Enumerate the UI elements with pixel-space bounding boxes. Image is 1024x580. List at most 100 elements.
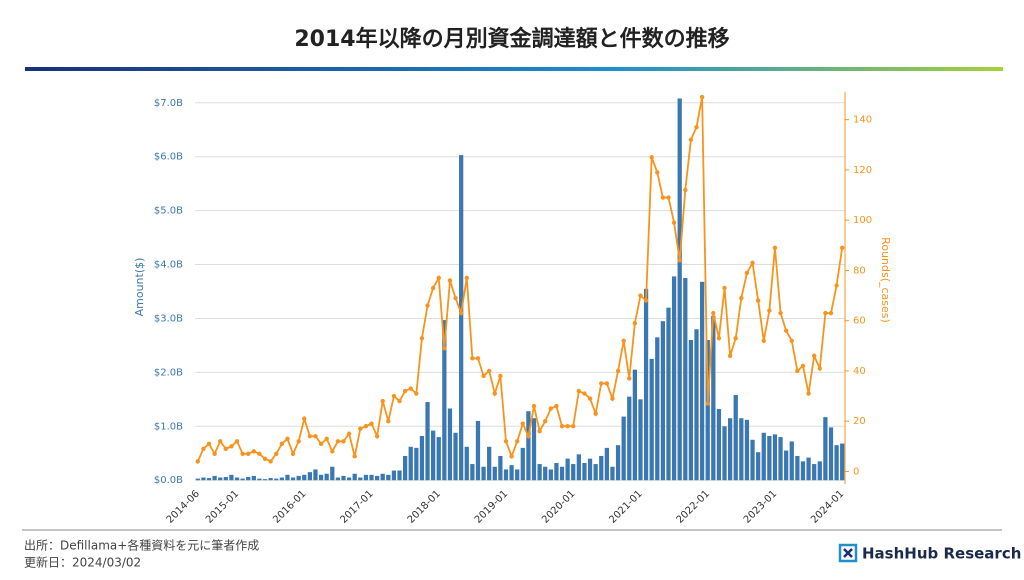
bar (694, 329, 699, 481)
line-point (285, 436, 290, 441)
line-point (727, 353, 733, 359)
line-point (386, 418, 391, 424)
line-point (795, 368, 800, 374)
x-tick-label: 2018-01 (406, 488, 443, 525)
line-point (223, 446, 229, 452)
line-point (828, 310, 834, 316)
line-point (430, 285, 436, 291)
line-point (391, 393, 397, 399)
line-point (548, 406, 554, 411)
bar (341, 475, 346, 481)
bar (206, 478, 212, 481)
line-point (229, 444, 234, 449)
line-point (655, 170, 660, 175)
x-tick-label: 2020-01 (540, 488, 577, 525)
bar (195, 478, 200, 481)
line-point (839, 245, 845, 250)
line-point (436, 275, 441, 281)
bar (374, 475, 380, 481)
x-tick-label: 2024-01 (809, 488, 846, 525)
bar (739, 418, 744, 481)
line-point (274, 451, 279, 457)
bar (526, 411, 531, 481)
line-point (195, 459, 201, 464)
bar (677, 98, 682, 481)
bar (234, 477, 240, 481)
bar (296, 475, 301, 481)
line-point (514, 439, 520, 444)
line-point (257, 451, 262, 457)
y2-axis-label: Rounds(_cases) (879, 237, 892, 323)
bar (610, 466, 615, 481)
line-point (660, 195, 666, 200)
bar (358, 477, 363, 481)
bar (565, 458, 570, 481)
bar (425, 402, 430, 481)
bar (615, 445, 621, 481)
chart-title: 2014年以降の月別資金調達額と件数の推移 (294, 26, 729, 52)
x-tick-label: 2019-01 (473, 488, 510, 525)
line-point (363, 424, 369, 429)
line-point (307, 434, 313, 439)
y-tick-label: $1.0B (154, 421, 183, 432)
line-point (458, 310, 464, 316)
bar (509, 465, 514, 481)
line-point (335, 439, 341, 444)
bar (302, 474, 307, 481)
bar (498, 455, 503, 481)
line-point (733, 336, 738, 341)
line-point (296, 439, 301, 444)
bar (470, 464, 475, 481)
line-point (834, 283, 839, 288)
y-tick-label: $7.0B (154, 98, 183, 109)
bar (772, 434, 778, 481)
line-point (402, 388, 408, 394)
bar (582, 462, 587, 481)
bar (279, 477, 284, 481)
line-point (755, 298, 761, 303)
line-point (537, 429, 542, 434)
line-point (554, 403, 559, 409)
line (196, 96, 844, 463)
y2-tick-label: 140 (853, 115, 872, 126)
y-tick-label: $2.0B (154, 367, 183, 378)
bar (543, 466, 548, 481)
bar (559, 466, 565, 481)
line-point (262, 456, 268, 462)
line-point (739, 295, 744, 301)
line-point (587, 396, 593, 401)
bar (750, 439, 755, 481)
line-point (374, 434, 380, 439)
x-tick-label: 2015-01 (204, 488, 241, 525)
bar (537, 464, 542, 481)
bar (593, 464, 598, 481)
line-point (705, 401, 710, 406)
line-point (599, 381, 604, 386)
y-tick-label: $6.0B (154, 152, 183, 163)
line-point (593, 411, 598, 416)
bar (246, 476, 251, 481)
bar (459, 155, 464, 481)
line-point (330, 449, 335, 454)
bar (655, 337, 660, 481)
bar (756, 452, 761, 481)
bar (313, 469, 318, 481)
line-point (251, 449, 257, 454)
line-point (453, 295, 458, 301)
line-point (627, 376, 632, 381)
line-point (694, 124, 699, 130)
updated-note: 更新日：2024/03/02 (24, 555, 141, 570)
bar (671, 276, 677, 481)
bar (201, 477, 206, 481)
line-point (486, 368, 492, 374)
y-tick-label: $4.0B (154, 260, 183, 271)
line-point (358, 426, 363, 431)
bar (604, 447, 609, 481)
bar (548, 469, 553, 481)
line-point (767, 308, 772, 313)
line-point (643, 298, 649, 303)
line-point (442, 346, 447, 351)
bar (576, 454, 581, 481)
line-point (711, 310, 716, 316)
bar (778, 437, 783, 481)
